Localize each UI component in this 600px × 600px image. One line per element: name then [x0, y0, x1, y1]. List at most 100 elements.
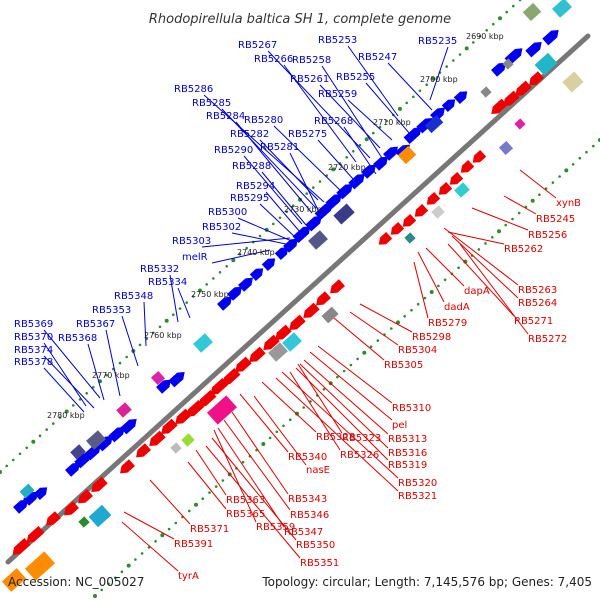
reverse-gene-label: RB5323 [342, 433, 381, 444]
outer-tick-dot [505, 10, 509, 14]
accession-text: Accession: NC_005027 [8, 575, 144, 589]
reverse-gene [235, 356, 252, 373]
reverse-gene [414, 203, 429, 217]
outer-tick-dot [312, 186, 315, 189]
reverse-gene-label: RB5359 [256, 522, 295, 533]
kbp-tick-label: 2700 kbp [420, 75, 458, 84]
inner-tick-dot [484, 242, 487, 245]
kbp-tick-label: 2720 kbp [328, 163, 366, 172]
callout-lines-layer [43, 45, 557, 572]
reverse-gene [289, 314, 306, 331]
outer-tick-dot [0, 470, 2, 474]
outer-tick-dot [485, 29, 489, 32]
outer-tick-dot [292, 204, 295, 207]
kbp-tick-label: 2760 kbp [144, 331, 182, 340]
inner-tick-dot [100, 588, 103, 592]
reverse-callout-line [459, 243, 529, 335]
reverse-gene-label: RB5328 [316, 432, 355, 443]
reverse-gene-block [24, 551, 56, 581]
forward-gene [168, 371, 185, 388]
forward-gene-label: RB5281 [260, 142, 299, 153]
forward-gene-label: RB5288 [232, 161, 271, 172]
reverse-gene-label: RB5279 [428, 318, 467, 329]
forward-callout-line [43, 329, 101, 399]
reverse-gene-block [534, 52, 558, 76]
outer-tick-dot [12, 458, 15, 462]
inner-tick-dot [282, 424, 285, 428]
outer-tick-dot [331, 167, 336, 172]
forward-callout-line [283, 64, 357, 163]
forward-gene-block [19, 483, 35, 499]
reverse-gene-label: tyrA [178, 571, 199, 582]
inner-tick-dot [289, 418, 292, 422]
reverse-gene-label: xynB [556, 198, 581, 209]
forward-callout-line [201, 237, 291, 248]
inner-tick-dot [558, 175, 561, 178]
forward-gene-label: RB5266 [254, 54, 293, 65]
reverse-gene-label: RB5340 [288, 452, 327, 463]
reverse-gene [303, 302, 320, 319]
forward-callout-line [429, 46, 449, 101]
outer-tick-dot [278, 216, 282, 220]
forward-gene-label: RB5368 [58, 333, 97, 344]
genome-backbone [5, 33, 591, 565]
inner-tick-dot [551, 181, 555, 184]
reverse-gene [503, 90, 520, 107]
reverse-gene-label: pel [392, 420, 407, 431]
inner-tick-dot [302, 406, 306, 409]
forward-callout-line [261, 171, 307, 226]
outer-tick-dot [25, 446, 29, 450]
forward-gene-label: RB5258 [292, 55, 331, 66]
forward-gene-label: RB5353 [92, 305, 131, 316]
forward-callout-line [387, 62, 433, 111]
forward-gene-label: RB5253 [318, 35, 357, 46]
reverse-gene [198, 389, 217, 407]
outer-tick-dot [198, 288, 202, 293]
inner-tick-dot [538, 193, 541, 196]
inner-tick-dot [457, 266, 460, 270]
forward-callout-line [87, 343, 105, 401]
reverse-gene-label: nasE [306, 465, 330, 476]
inner-tick-dot [140, 552, 144, 555]
inner-tick-dot [160, 533, 165, 538]
reverse-callout-line [451, 235, 519, 299]
reverse-callout-line [261, 381, 317, 433]
kbp-tick-label: 2690 kbp [466, 32, 504, 41]
reverse-gene [330, 279, 345, 294]
reverse-gene [275, 324, 292, 341]
outer-tick-dot [258, 234, 262, 238]
reverse-gene [378, 231, 393, 245]
forward-gene-block [193, 333, 213, 353]
kbp-tick-label: 2770 kbp [92, 371, 130, 380]
reverse-gene [426, 191, 441, 205]
inner-tick-dot [564, 168, 569, 173]
reverse-callout-line [217, 427, 285, 528]
reverse-gene-label: RB5264 [518, 298, 557, 309]
reverse-callout-line [359, 303, 413, 333]
reverse-gene-label: RB5256 [528, 230, 567, 241]
reverse-gene-block [268, 342, 288, 362]
forward-callout-line [169, 274, 179, 323]
forward-gene-label: RB5267 [238, 40, 277, 51]
forward-callout-line [231, 232, 297, 247]
kbp-tick-label: 2740 kbp [237, 248, 275, 257]
reverse-gene-block [1, 568, 27, 592]
outer-tick-dot [518, 0, 522, 2]
reverse-callout-line [425, 247, 465, 287]
reverse-gene-label: dadA [444, 302, 470, 313]
outer-tick-dot [45, 428, 48, 431]
reverse-gene-block [321, 306, 339, 324]
inner-tick-dot [342, 369, 346, 373]
reverse-gene [222, 367, 241, 385]
map-title: Rhodopirellula baltica SH 1, complete ge… [149, 12, 451, 27]
reverse-gene [449, 171, 464, 185]
reverse-callout-line [187, 461, 227, 510]
reverse-callout-line [239, 393, 289, 453]
outer-tick-dot [92, 386, 95, 389]
reverse-gene-label: RB5320 [398, 478, 437, 489]
reverse-gene [91, 476, 108, 493]
outer-tick-dot [425, 83, 429, 86]
outer-tick-dot [445, 65, 449, 68]
